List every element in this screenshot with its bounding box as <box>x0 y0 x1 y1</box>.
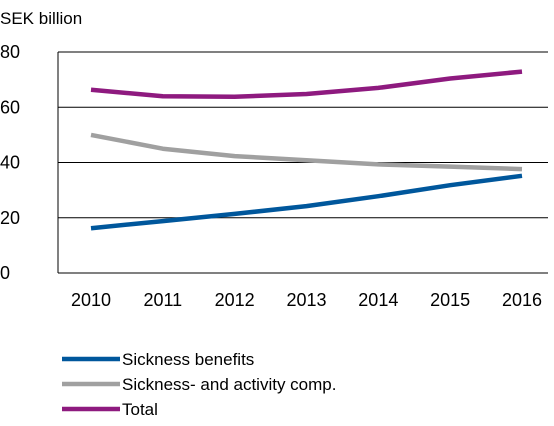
x-tick-labels: 2010 2011 2012 2013 2014 2015 2016 <box>71 290 542 310</box>
y-tick-label-0: 0 <box>0 263 10 283</box>
y-tick-labels: 0 20 40 60 80 <box>0 42 20 283</box>
unit-label: SEK billion <box>0 9 82 28</box>
x-tick-label-2016: 2016 <box>502 290 542 310</box>
legend-label-1: Sickness- and activity comp. <box>122 375 336 394</box>
series-line-2 <box>91 72 522 97</box>
x-tick-label-2011: 2011 <box>143 290 182 310</box>
legend-label-2: Total <box>122 400 158 419</box>
x-tick-label-2015: 2015 <box>430 290 470 310</box>
legend: Sickness benefits Sickness- and activity … <box>62 350 336 419</box>
y-tick-label-20: 20 <box>0 208 20 228</box>
x-tick-label-2012: 2012 <box>215 290 255 310</box>
series-line-1 <box>91 135 522 169</box>
y-tick-label-40: 40 <box>0 153 20 173</box>
series-lines <box>91 72 522 229</box>
series-line-0 <box>91 176 522 228</box>
legend-label-0: Sickness benefits <box>122 350 254 369</box>
x-tick-label-2014: 2014 <box>358 290 398 310</box>
y-tick-label-80: 80 <box>0 42 20 62</box>
y-tick-label-60: 60 <box>0 97 20 117</box>
x-tick-label-2010: 2010 <box>71 290 111 310</box>
x-tick-label-2013: 2013 <box>286 290 326 310</box>
